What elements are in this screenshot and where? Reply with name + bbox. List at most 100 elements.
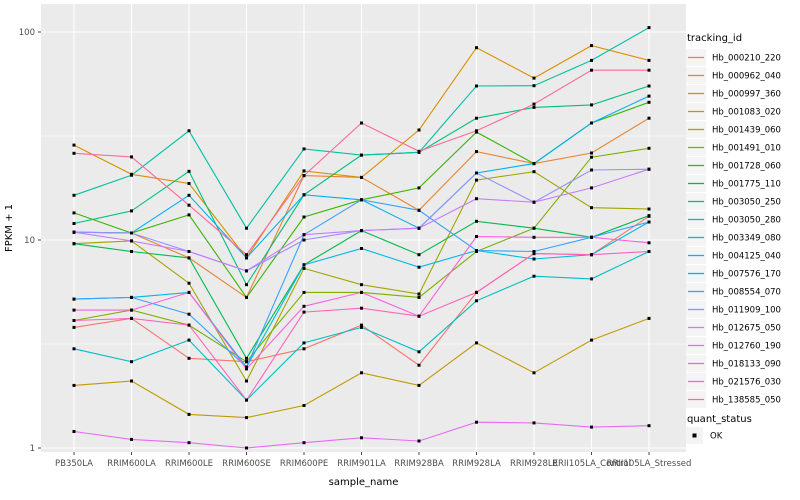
data-point [360,247,363,250]
legend-item-label: Hb_012675_050 [712,324,781,334]
data-point [417,292,421,296]
data-point [647,207,651,211]
x-axis-tick-label: RRIM928LA [452,459,501,469]
data-point [302,169,306,173]
x-axis-tick-label: RRIM600LE [165,459,213,469]
data-point [532,102,536,106]
data-point [72,325,76,329]
data-point [130,308,133,312]
x-axis-tick-label: RRIM600PE [280,459,328,469]
data-point [130,173,133,177]
data-point [72,383,76,387]
data-point [302,347,306,351]
data-point [187,169,191,173]
data-point [590,58,593,62]
x-axis-tick-label: RRII105LA_Control [552,459,631,469]
data-point [647,116,651,120]
data-point [532,371,536,375]
data-point [187,182,191,185]
legend-item-label: Hb_000997_360 [712,90,781,100]
data-point [187,356,191,360]
x-axis-tick-label: RRIM928BA [394,459,444,469]
data-point [72,211,76,215]
data-point [590,206,593,210]
data-point [187,323,191,327]
data-point [130,239,133,243]
data-point [417,186,421,190]
data-point [302,263,306,267]
data-point [72,308,76,312]
y-axis-title: FPKM + 1 [4,204,15,252]
data-point [187,281,191,285]
legend-item-label: Hb_021576_030 [712,378,781,388]
data-point [417,363,421,367]
legend-item-label: Hb_018133_090 [712,360,781,370]
data-point [245,226,248,230]
data-point [590,235,593,239]
data-point [245,367,248,371]
data-point [590,121,593,125]
data-point [130,250,133,253]
data-point [72,230,76,234]
data-point [245,269,248,273]
legend-item: Hb_003349_080 [686,229,781,246]
legend-item-label: Hb_000210_220 [712,54,781,64]
data-point [187,129,191,133]
data-point [360,175,363,179]
data-point [360,323,363,327]
data-point [647,424,651,428]
legend-item: Hb_021576_030 [686,373,781,390]
data-point [590,425,593,429]
data-point [302,441,306,445]
data-point [417,314,421,318]
data-point [475,420,478,424]
data-point [130,316,133,320]
data-point [302,310,306,314]
data-point [245,253,248,257]
data-point [245,446,248,450]
data-point [532,252,536,256]
legend-item-label: Hb_001439_060 [712,126,781,136]
x-axis-tick-label: RRIM600SE [222,459,271,469]
legend-item-label: Hb_003050_250 [712,198,781,208]
data-point [302,341,306,345]
data-point [532,84,536,88]
data-point [647,214,651,218]
data-point [590,168,593,172]
data-point [72,242,76,246]
legend-item: Hb_004125_040 [686,247,781,264]
data-point [590,103,593,107]
data-point [302,290,306,294]
legend-item: Hb_012675_050 [686,319,781,336]
data-point [302,193,306,197]
data-point [532,235,536,239]
data-point [360,121,363,125]
quant-legend: quant_status OK [686,414,752,444]
legend-item: Hb_001491_010 [686,139,781,156]
data-point [130,209,133,213]
data-point [532,226,536,230]
data-point [532,200,536,204]
quant-legend-item: OK [686,427,723,444]
legend-item-label: Hb_138585_050 [712,396,781,406]
data-point [475,178,478,182]
data-point [187,290,191,294]
data-point [245,356,248,360]
x-axis-tick-label: RRII105LA_Stressed [607,459,692,469]
data-point [187,338,191,342]
data-points [72,26,651,450]
data-point [72,319,76,322]
axes: 1 10 100 PB350LA RRIM600LA RRIM600LE RRIM600SE… [19,28,692,469]
data-point [245,283,248,287]
data-point [302,304,306,308]
data-point [532,257,536,261]
data-point [245,416,248,420]
data-point [590,253,593,257]
legend-item-label: Hb_001083_020 [712,108,781,118]
data-point [475,150,478,154]
data-point [532,162,536,166]
legend-item: Hb_000962_040 [686,67,781,84]
data-point [72,297,76,301]
data-point [360,325,363,329]
data-point [417,383,421,387]
